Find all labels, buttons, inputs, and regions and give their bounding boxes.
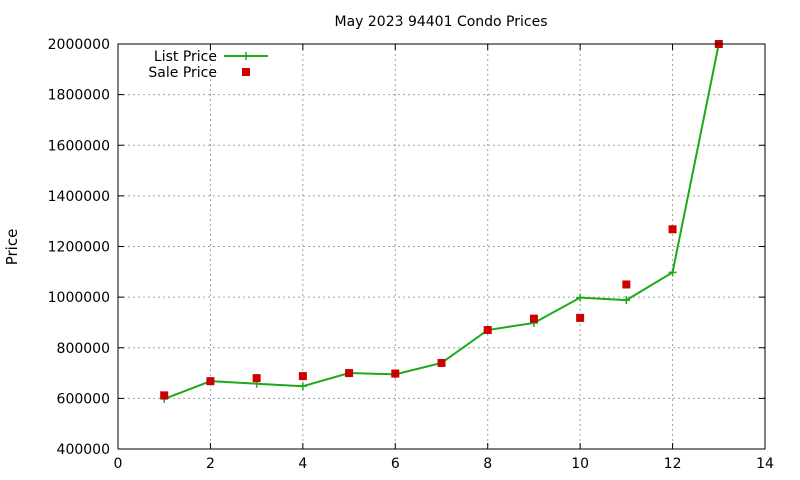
sale-price-point xyxy=(391,369,400,378)
sale-price-point xyxy=(160,391,169,400)
sale-price-point xyxy=(622,280,631,289)
x-tick-label: 12 xyxy=(664,456,682,472)
legend-entry: Sale Price xyxy=(148,65,250,81)
y-tick-label: 2000000 xyxy=(48,37,110,53)
list-price-point xyxy=(298,382,307,391)
x-tick-label: 6 xyxy=(391,456,400,472)
sale-price-point xyxy=(345,369,354,378)
sale-price-point xyxy=(437,358,446,367)
series-layer xyxy=(160,40,723,403)
y-axis-label: Price xyxy=(3,229,21,266)
y-tick-label: 1600000 xyxy=(48,138,110,154)
y-tick-label: 800000 xyxy=(57,341,110,357)
x-tick-label: 14 xyxy=(756,456,774,472)
x-tick-label: 8 xyxy=(483,456,492,472)
y-tick-label: 1000000 xyxy=(48,290,110,306)
sale-price-point xyxy=(206,377,215,386)
sale-price-point xyxy=(529,314,538,323)
y-tick-label: 1400000 xyxy=(48,189,110,205)
y-tick-label: 600000 xyxy=(57,391,110,407)
series-1 xyxy=(160,40,723,400)
sale-price-point xyxy=(252,374,261,383)
list-price-point xyxy=(622,296,631,305)
x-tick-label: 10 xyxy=(571,456,589,472)
legend-label: Sale Price xyxy=(148,65,217,81)
list-price-point xyxy=(576,293,585,302)
sale-price-point xyxy=(668,225,677,234)
plot-frame xyxy=(117,43,766,450)
legend-label: List Price xyxy=(154,49,217,65)
axes: 400000 600000 800000 1000000 1200000 1400000 1… xyxy=(48,37,774,472)
legend-square-marker xyxy=(242,68,250,76)
legend-plus-marker xyxy=(242,52,250,60)
x-tick-label: 0 xyxy=(114,456,123,472)
x-tick-label: 4 xyxy=(298,456,307,472)
y-tick-label: 1200000 xyxy=(48,240,110,256)
sale-price-point xyxy=(298,372,307,381)
sale-price-point xyxy=(576,313,585,322)
grid xyxy=(118,44,765,449)
legend-entry: List Price xyxy=(154,49,268,65)
y-tick-label: 1800000 xyxy=(48,88,110,104)
x-tick-label: 2 xyxy=(206,456,215,472)
chart-title: May 2023 94401 Condo Prices xyxy=(334,14,547,30)
list-price-line xyxy=(163,43,720,400)
list-price-point xyxy=(668,268,677,277)
sale-price-point xyxy=(483,326,492,335)
y-tick-label: 400000 xyxy=(57,442,110,458)
